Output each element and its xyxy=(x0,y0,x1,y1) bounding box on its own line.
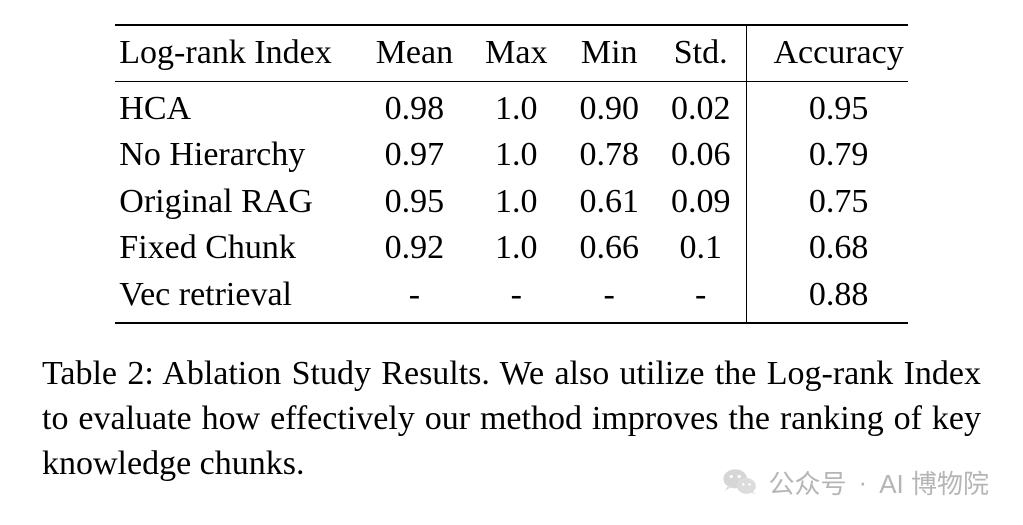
cell-std: 0.02 xyxy=(655,81,747,132)
table-caption: Table 2: Ablation Study Results. We also… xyxy=(42,352,981,487)
cell-accuracy: 0.95 xyxy=(747,81,908,132)
row-label: No Hierarchy xyxy=(115,132,359,179)
col-header-min: Min xyxy=(563,25,655,81)
row-label: Original RAG xyxy=(115,179,359,226)
cell-std: 0.1 xyxy=(655,225,747,272)
cell-min: 0.78 xyxy=(563,132,655,179)
table-row: Vec retrieval - - - - 0.88 xyxy=(115,272,907,324)
cell-mean: - xyxy=(360,272,469,324)
row-label: Vec retrieval xyxy=(115,272,359,324)
row-label: HCA xyxy=(115,81,359,132)
cell-max: - xyxy=(469,272,563,324)
cell-min: 0.90 xyxy=(563,81,655,132)
cell-mean: 0.92 xyxy=(360,225,469,272)
cell-accuracy: 0.79 xyxy=(747,132,908,179)
page-container: Log-rank Index Mean Max Min Std. Accurac… xyxy=(0,0,1023,507)
results-table: Log-rank Index Mean Max Min Std. Accurac… xyxy=(115,24,907,324)
table-row: Fixed Chunk 0.92 1.0 0.66 0.1 0.68 xyxy=(115,225,907,272)
row-label: Fixed Chunk xyxy=(115,225,359,272)
col-header-accuracy: Accuracy xyxy=(747,25,908,81)
cell-max: 1.0 xyxy=(469,81,563,132)
cell-mean: 0.97 xyxy=(360,132,469,179)
cell-mean: 0.95 xyxy=(360,179,469,226)
table-row: HCA 0.98 1.0 0.90 0.02 0.95 xyxy=(115,81,907,132)
cell-accuracy: 0.75 xyxy=(747,179,908,226)
cell-max: 1.0 xyxy=(469,179,563,226)
cell-std: - xyxy=(655,272,747,324)
cell-accuracy: 0.68 xyxy=(747,225,908,272)
cell-max: 1.0 xyxy=(469,225,563,272)
col-header-logrank: Log-rank Index xyxy=(115,25,359,81)
cell-mean: 0.98 xyxy=(360,81,469,132)
cell-min: 0.66 xyxy=(563,225,655,272)
table-header-row: Log-rank Index Mean Max Min Std. Accurac… xyxy=(115,25,907,81)
table-row: No Hierarchy 0.97 1.0 0.78 0.06 0.79 xyxy=(115,132,907,179)
cell-std: 0.06 xyxy=(655,132,747,179)
table-row: Original RAG 0.95 1.0 0.61 0.09 0.75 xyxy=(115,179,907,226)
cell-std: 0.09 xyxy=(655,179,747,226)
col-header-std: Std. xyxy=(655,25,747,81)
cell-min: 0.61 xyxy=(563,179,655,226)
col-header-max: Max xyxy=(469,25,563,81)
cell-min: - xyxy=(563,272,655,324)
cell-max: 1.0 xyxy=(469,132,563,179)
cell-accuracy: 0.88 xyxy=(747,272,908,324)
col-header-mean: Mean xyxy=(360,25,469,81)
